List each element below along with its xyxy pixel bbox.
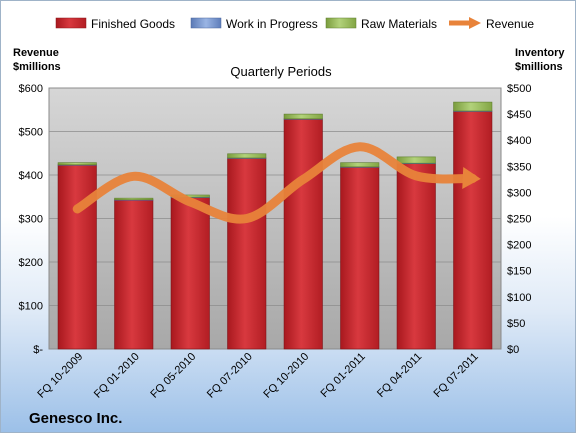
bar-raw-materials[interactable] <box>453 101 493 112</box>
revenue-arrow-head <box>462 167 481 190</box>
left-tick-label: $600 <box>19 83 43 95</box>
bar-raw-materials[interactable] <box>114 197 154 201</box>
bar-finished-goods[interactable] <box>57 164 97 350</box>
left-tick-label: $200 <box>19 257 43 269</box>
right-tick-label: $300 <box>507 187 531 199</box>
company-name: Genesco Inc. <box>29 410 122 427</box>
bar-finished-goods[interactable] <box>283 119 323 350</box>
category-label: FQ 01-2011 <box>318 351 367 400</box>
bar-raw-materials[interactable] <box>283 113 323 120</box>
bar-finished-goods[interactable] <box>396 163 436 350</box>
right-axis-title-line-1: Inventory <box>515 47 565 59</box>
legend-swatch-revenue-arrow <box>469 17 481 29</box>
legend-swatch-finished-goods <box>55 17 87 29</box>
right-tick-label: $100 <box>507 292 531 304</box>
left-tick-label: $400 <box>19 170 43 182</box>
left-axis-title-line-2: $millions <box>13 61 61 73</box>
right-tick-label: $500 <box>507 83 531 95</box>
right-tick-label: $150 <box>507 266 531 278</box>
category-label: FQ 10-2009 <box>35 351 85 401</box>
category-label: FQ 05-2010 <box>148 351 198 401</box>
right-tick-label: $0 <box>507 344 519 356</box>
category-label: FQ 01-2010 <box>92 351 142 401</box>
bar-finished-goods[interactable] <box>340 167 380 350</box>
chart-title: Quarterly Periods <box>230 64 332 79</box>
bar-finished-goods[interactable] <box>114 199 154 350</box>
left-axis-ticks: $- $100 $200 $300 $400 $500 $600 <box>19 83 44 356</box>
bar-raw-materials[interactable] <box>340 162 380 168</box>
right-axis-ticks: $0 $50 $100 $150 $200 $250 $300 $350 $400 $450 $50… <box>507 83 531 356</box>
category-label: FQ 07-2010 <box>205 351 255 401</box>
right-tick-label: $50 <box>507 318 525 330</box>
category-label: FQ 04-2011 <box>375 351 424 400</box>
bar-finished-goods[interactable] <box>227 158 267 350</box>
legend-swatch-raw-materials <box>325 17 357 29</box>
left-tick-label: $300 <box>19 214 43 226</box>
legend-swatch-work-in-progress <box>190 17 222 29</box>
right-tick-label: $450 <box>507 109 531 121</box>
right-tick-label: $200 <box>507 240 531 252</box>
bar-raw-materials[interactable] <box>396 156 436 164</box>
legend-label-raw-materials: Raw Materials <box>361 17 437 31</box>
legend-label-finished-goods: Finished Goods <box>91 17 175 31</box>
bar-raw-materials[interactable] <box>227 153 267 159</box>
right-tick-label: $400 <box>507 135 531 147</box>
legend: Finished Goods Work in Progress Raw Mate… <box>55 17 534 31</box>
revenue-line-path[interactable] <box>72 142 478 224</box>
legend-item-work-in-progress[interactable]: Work in Progress <box>190 17 318 31</box>
legend-label-work-in-progress: Work in Progress <box>226 17 318 31</box>
category-label: FQ 10-2010 <box>261 351 311 401</box>
bar-raw-materials[interactable] <box>57 162 97 166</box>
right-tick-label: $250 <box>507 214 531 226</box>
legend-item-raw-materials[interactable]: Raw Materials <box>325 17 437 31</box>
category-labels: FQ 10-2009 FQ 01-2010 FQ 05-2010 FQ 07-2010… <box>35 351 480 401</box>
left-tick-label: $100 <box>19 301 43 313</box>
left-tick-label: $- <box>33 344 43 356</box>
right-tick-label: $350 <box>507 161 531 173</box>
bar-finished-goods[interactable] <box>170 197 210 350</box>
left-tick-label: $500 <box>19 127 43 139</box>
right-axis-title-line-2: $millions <box>515 61 563 73</box>
revenue-line <box>72 142 481 224</box>
legend-label-revenue: Revenue <box>486 17 534 31</box>
legend-item-finished-goods[interactable]: Finished Goods <box>55 17 175 31</box>
bar-finished-goods[interactable] <box>453 111 493 350</box>
legend-item-revenue[interactable]: Revenue <box>449 17 534 31</box>
left-axis-title-line-1: Revenue <box>13 47 59 59</box>
category-label: FQ 07-2011 <box>431 351 480 400</box>
